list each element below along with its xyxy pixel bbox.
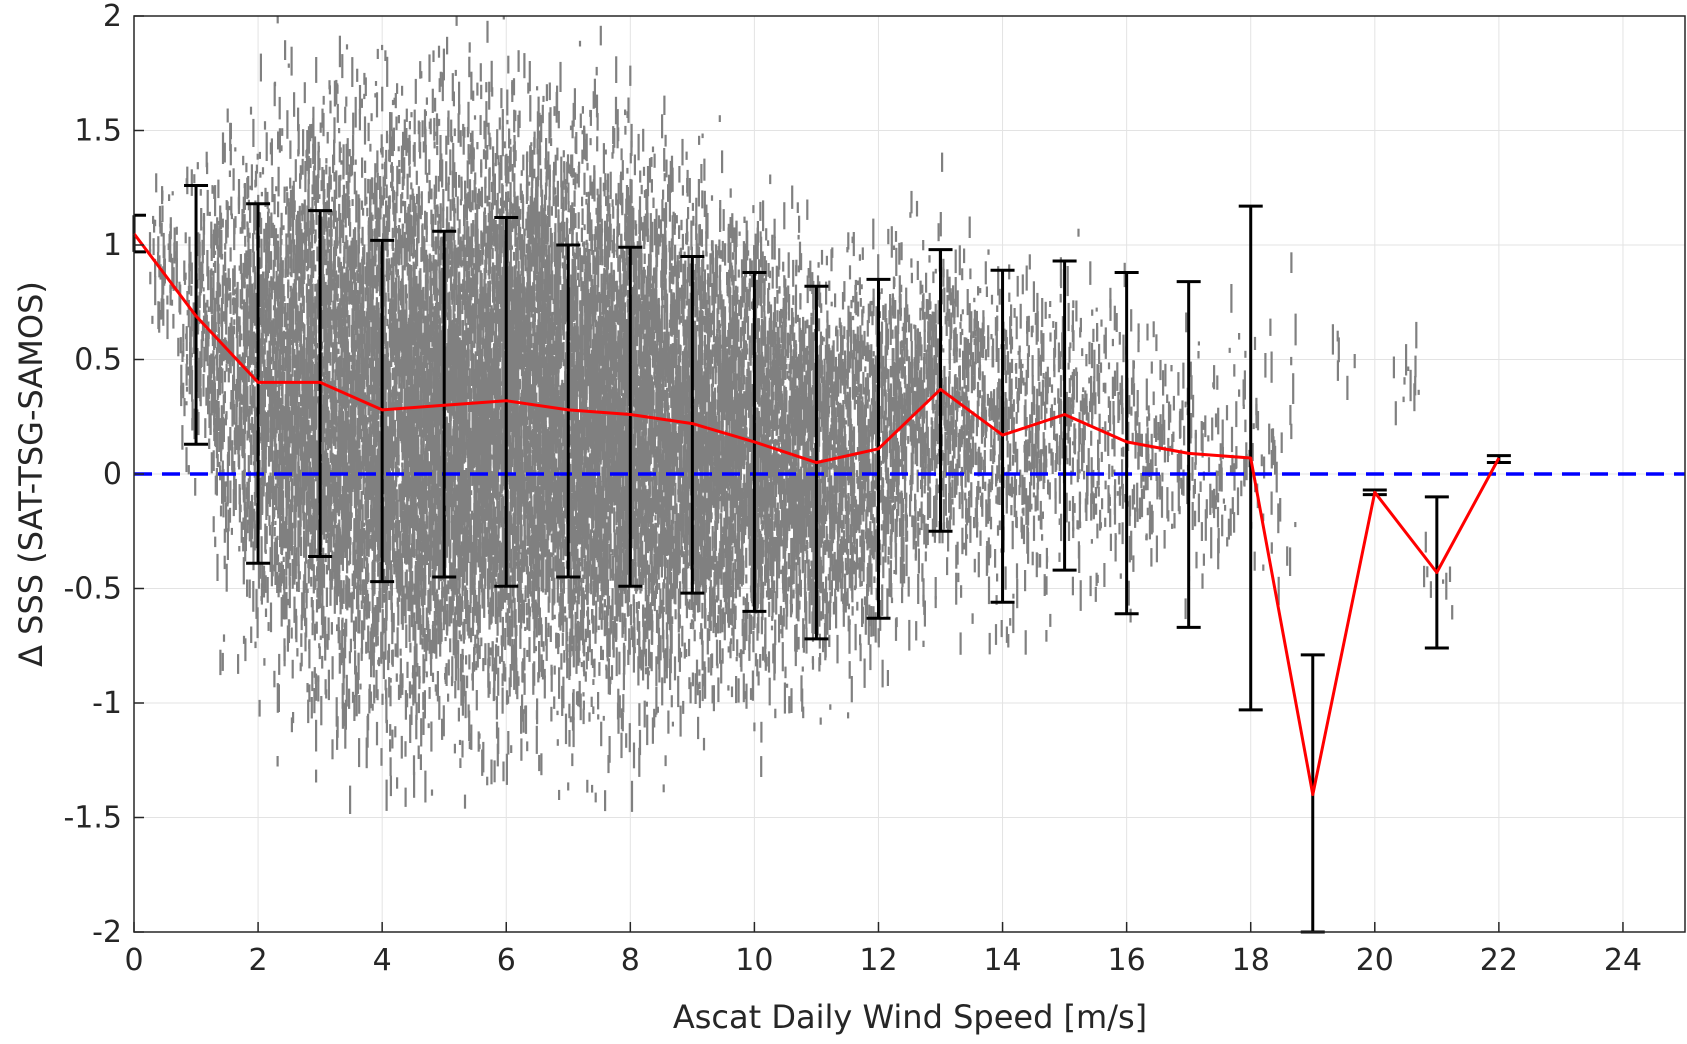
chart-svg: 024681012141618202224-2-1.5-1-0.500.511.…: [0, 0, 1687, 1039]
chart: 024681012141618202224-2-1.5-1-0.500.511.…: [0, 0, 1687, 1039]
